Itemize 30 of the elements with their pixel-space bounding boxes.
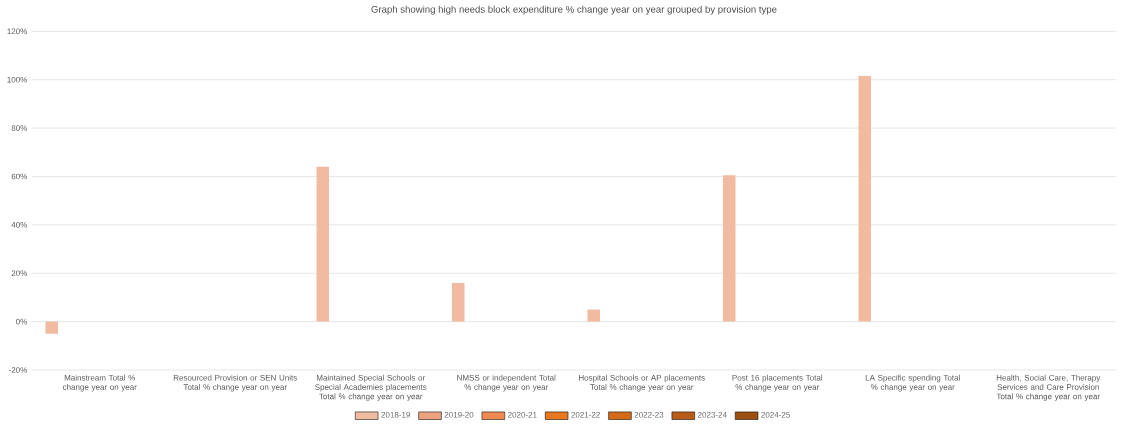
y-tick-label: 0% bbox=[16, 318, 28, 325]
y-tick-label: -20% bbox=[8, 367, 28, 373]
legend-label: 2021-22 bbox=[571, 411, 600, 418]
x-tick-label: Mainstream Total % change year on year bbox=[62, 374, 137, 392]
bar bbox=[722, 175, 736, 322]
legend-label: 2024-25 bbox=[761, 411, 790, 418]
y-tick-label: 60% bbox=[11, 173, 28, 180]
legend-label: 2020-21 bbox=[508, 411, 537, 418]
legend-label: 2019-20 bbox=[444, 411, 474, 418]
x-tick-label: Resourced Provision or SEN Units Total % change year on year bbox=[173, 374, 297, 392]
bar bbox=[45, 321, 59, 334]
x-tick-label: LA Specific spending Total % change year on year bbox=[865, 374, 960, 392]
y-tick-label: 80% bbox=[11, 125, 28, 131]
bar bbox=[316, 166, 330, 322]
x-tick-label: Health, Social Care, Therapy Services and Care Provision Total % change year on year bbox=[996, 374, 1101, 401]
legend-label: 2022-23 bbox=[634, 411, 664, 418]
y-tick-label: 120% bbox=[7, 28, 28, 35]
bar bbox=[587, 309, 601, 322]
y-tick-label: 40% bbox=[11, 222, 28, 228]
x-tick-label: Hospital Schools or AP placements Total % change year on year bbox=[579, 374, 705, 392]
x-tick-label: Maintained Special Schools or Special Academies placements Total % change year on year bbox=[315, 374, 427, 401]
x-tick-label: Post 16 placements Total % change year on year bbox=[732, 374, 823, 392]
legend-label: 2023-24 bbox=[698, 411, 727, 418]
legend-label: 2018-19 bbox=[381, 411, 410, 418]
x-tick-label: NMSS or independent Total % change year on year bbox=[457, 374, 556, 392]
chart-title: Graph showing high needs block expenditure % change year on year grouped by provision type bbox=[371, 5, 777, 15]
y-tick-label: 20% bbox=[11, 270, 28, 277]
bar bbox=[451, 282, 465, 322]
bar bbox=[858, 76, 872, 322]
y-tick-label: 100% bbox=[7, 76, 28, 83]
